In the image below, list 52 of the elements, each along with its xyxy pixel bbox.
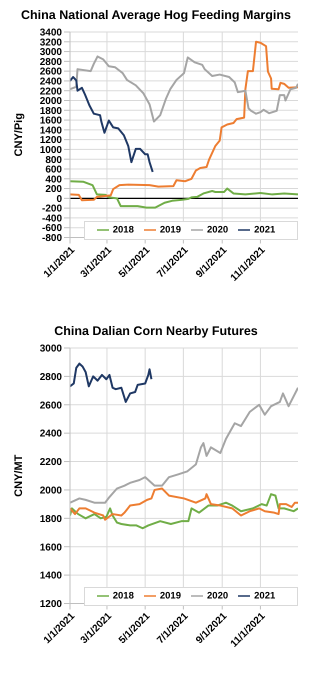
y-tick-label: 2400 xyxy=(40,428,62,440)
y-tick-label: 0 xyxy=(56,194,62,205)
y-tick-label: -200 xyxy=(42,204,62,215)
y-tick-label: 1200 xyxy=(40,599,62,610)
line-series xyxy=(70,76,154,173)
line-series xyxy=(70,55,298,123)
y-tick-label: 1200 xyxy=(40,135,62,146)
y-tick-label: 1400 xyxy=(40,570,62,582)
y-tick-label: 200 xyxy=(45,184,62,196)
y-tick-label: 3400 xyxy=(40,28,62,39)
legend-label: 2018 xyxy=(112,225,134,236)
y-tick-label: 3000 xyxy=(40,344,62,355)
line-series xyxy=(70,386,298,504)
y-axis-title: CNY/Pig xyxy=(12,113,25,156)
y-tick-label: 600 xyxy=(45,164,62,176)
y-tick-label: 3000 xyxy=(40,47,62,58)
y-tick-label: 1800 xyxy=(40,514,62,525)
y-tick-label: -400 xyxy=(42,213,62,224)
line-series xyxy=(70,180,298,209)
legend-label: 2020 xyxy=(207,225,228,236)
chart-title: China National Average Hog Feeding Margins xyxy=(20,8,292,22)
y-tick-label: 400 xyxy=(45,174,62,186)
legend-label: 2018 xyxy=(112,591,134,602)
y-axis-title: CNY/MT xyxy=(12,454,25,497)
line-series xyxy=(70,40,298,202)
y-tick-label: 800 xyxy=(45,154,62,166)
y-tick-label: 2000 xyxy=(40,96,62,108)
line-series xyxy=(70,362,152,403)
y-tick-label: 1800 xyxy=(40,106,62,117)
y-tick-label: 1400 xyxy=(40,125,62,136)
y-tick-label: 2800 xyxy=(40,372,62,383)
legend-label: 2020 xyxy=(207,591,228,602)
y-tick-label: 2400 xyxy=(40,76,62,88)
y-tick-label: 2000 xyxy=(40,485,62,496)
y-tick-label: 2600 xyxy=(40,66,62,78)
y-tick-label: 1600 xyxy=(40,542,62,554)
y-tick-label: 1000 xyxy=(40,144,62,156)
y-tick-label: 3200 xyxy=(40,37,62,48)
legend-label: 2021 xyxy=(254,225,276,236)
y-tick-label: 2200 xyxy=(40,86,62,98)
legend-label: 2019 xyxy=(160,225,181,236)
y-tick-label: 1600 xyxy=(40,116,62,127)
y-tick-label: -600 xyxy=(42,223,62,234)
line-series xyxy=(70,488,298,521)
legend-label: 2019 xyxy=(160,591,181,602)
legend-label: 2021 xyxy=(254,591,276,602)
chart-title: China Dalian Corn Nearby Futures xyxy=(53,324,259,338)
line-series xyxy=(70,493,298,530)
y-tick-label: 2800 xyxy=(40,56,62,68)
y-tick-label: 2200 xyxy=(40,457,62,468)
y-tick-label: -800 xyxy=(42,233,62,244)
y-tick-label: 2600 xyxy=(40,400,62,412)
